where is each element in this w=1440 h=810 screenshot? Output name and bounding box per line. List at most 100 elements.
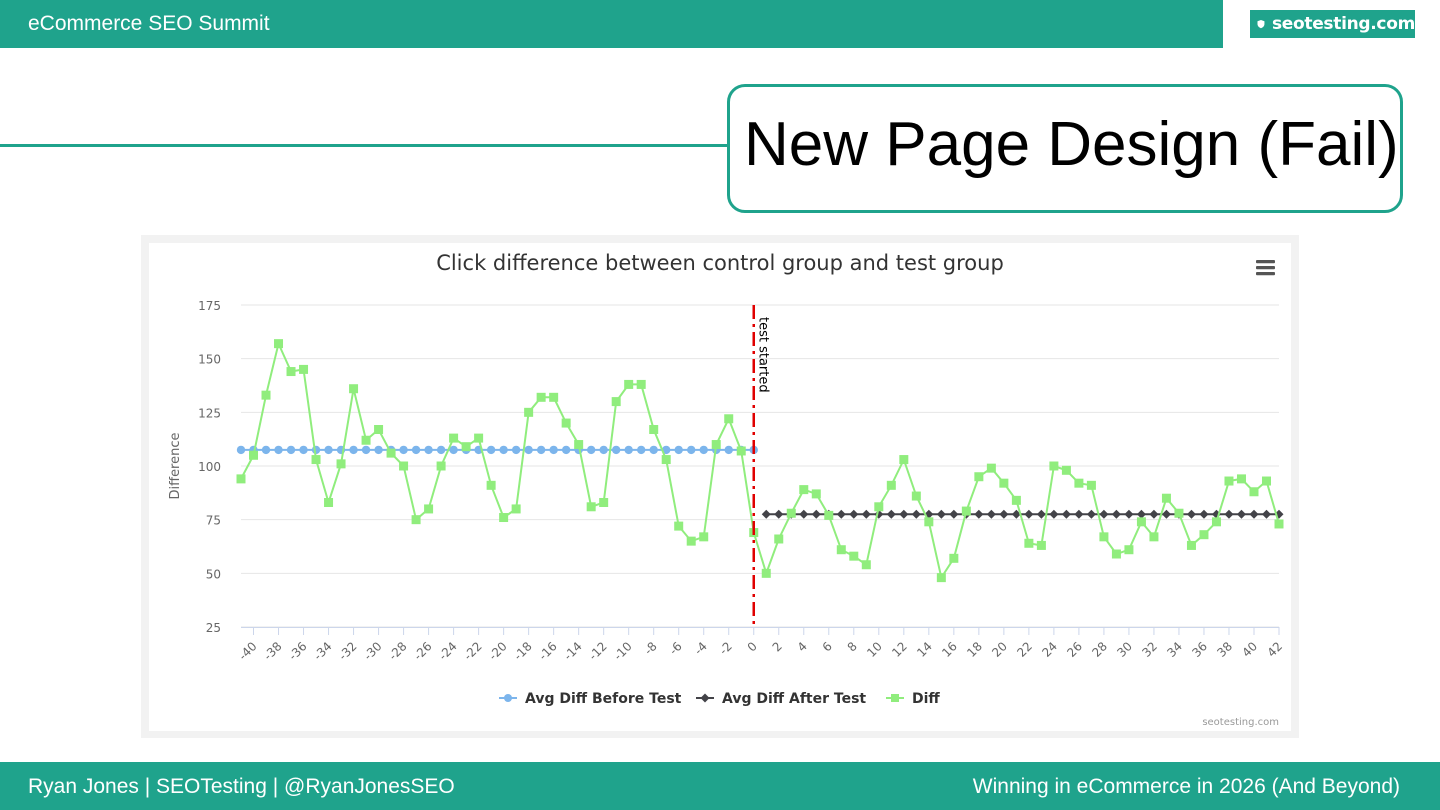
footer-presenter: Ryan Jones | SEOTesting | @RyanJonesSEO xyxy=(28,775,455,798)
seotesting-logo: seotesting.com xyxy=(1250,10,1415,38)
point-diff xyxy=(486,480,496,490)
point-diff xyxy=(349,384,359,394)
point-diff xyxy=(1186,540,1196,550)
x-tick-label: 4 xyxy=(795,639,810,654)
x-tick-label: -10 xyxy=(611,639,635,663)
point-diff xyxy=(286,367,296,377)
point-diff xyxy=(686,536,696,546)
header-bar: eCommerce SEO Summit xyxy=(0,0,1223,48)
point-before xyxy=(524,445,533,455)
point-after xyxy=(949,509,959,519)
point-diff xyxy=(1261,476,1271,486)
x-tick-label: -28 xyxy=(386,639,410,663)
chart-container: Click difference between control group a… xyxy=(149,243,1291,731)
point-before xyxy=(286,445,296,455)
x-tick-label: -32 xyxy=(336,639,360,663)
point-before xyxy=(586,445,596,455)
point-diff xyxy=(1149,532,1159,542)
point-diff xyxy=(511,504,521,514)
point-after xyxy=(1186,509,1196,519)
point-diff xyxy=(1249,487,1259,497)
point-diff xyxy=(661,455,671,465)
point-diff xyxy=(961,506,971,516)
point-diff xyxy=(861,560,871,570)
legend-marker xyxy=(504,694,512,702)
point-diff xyxy=(636,379,646,389)
point-after xyxy=(899,509,909,519)
point-diff xyxy=(449,433,459,443)
point-diff xyxy=(624,379,634,389)
point-diff xyxy=(1174,508,1184,518)
x-tick-label: 16 xyxy=(939,639,960,660)
point-after xyxy=(1111,509,1121,519)
x-tick-label: 14 xyxy=(914,639,935,660)
point-diff xyxy=(1074,478,1084,488)
point-after xyxy=(1049,509,1059,519)
x-tick-label: 28 xyxy=(1089,639,1110,660)
x-tick-label: 18 xyxy=(964,639,985,660)
y-tick-label: 100 xyxy=(198,460,221,474)
point-diff xyxy=(1161,493,1171,503)
footer-talk-title: Winning in eCommerce in 2026 (And Beyond… xyxy=(972,775,1400,798)
point-diff xyxy=(924,517,934,527)
point-after xyxy=(799,509,809,519)
logo-text: seotesting.com xyxy=(1271,14,1415,34)
point-after xyxy=(849,509,859,519)
point-diff xyxy=(299,364,309,374)
point-after xyxy=(911,509,921,519)
point-diff xyxy=(561,418,571,428)
point-before xyxy=(274,445,283,455)
point-diff xyxy=(424,504,434,514)
point-after xyxy=(761,509,771,519)
x-tick-label: -18 xyxy=(511,639,535,663)
point-after xyxy=(861,509,871,519)
point-after xyxy=(974,509,984,519)
point-diff xyxy=(611,397,621,407)
point-before xyxy=(324,445,333,455)
point-before xyxy=(687,445,696,455)
point-diff xyxy=(411,515,421,525)
point-diff xyxy=(811,489,821,499)
hamburger-icon[interactable] xyxy=(1256,260,1275,276)
legend-item[interactable]: Avg Diff After Test xyxy=(696,691,866,707)
slide-title-box: New Page Design (Fail) xyxy=(727,84,1403,213)
x-tick-label: 12 xyxy=(889,639,910,660)
line-chart: Click difference between control group a… xyxy=(168,251,1285,728)
point-after xyxy=(936,509,946,519)
legend-item[interactable]: Diff xyxy=(886,691,940,707)
point-diff xyxy=(599,497,609,507)
legend-label: Avg Diff After Test xyxy=(722,691,866,707)
point-diff xyxy=(1224,476,1234,486)
point-before xyxy=(611,445,621,455)
x-tick-label: -26 xyxy=(411,639,435,663)
shield-icon xyxy=(1257,20,1265,29)
point-diff xyxy=(336,459,346,469)
x-tick-label: -2 xyxy=(716,639,734,657)
point-diff xyxy=(574,440,584,450)
x-tick-label: 38 xyxy=(1214,639,1235,660)
point-diff xyxy=(261,390,271,400)
point-diff xyxy=(1099,532,1109,542)
point-diff xyxy=(736,446,746,456)
point-diff xyxy=(711,440,721,450)
point-diff xyxy=(974,472,984,482)
point-before xyxy=(449,445,458,455)
point-diff xyxy=(1136,517,1146,527)
x-tick-label: -16 xyxy=(536,639,560,663)
point-after xyxy=(1036,509,1046,519)
point-diff xyxy=(524,407,534,417)
point-diff xyxy=(361,435,371,445)
point-after xyxy=(1099,509,1109,519)
point-diff xyxy=(786,508,796,518)
point-diff xyxy=(386,448,396,458)
x-tick-label: 2 xyxy=(770,639,785,654)
point-diff xyxy=(886,480,896,490)
point-after xyxy=(1011,509,1021,519)
point-diff xyxy=(1199,530,1209,540)
point-before xyxy=(486,445,496,455)
point-diff xyxy=(949,553,959,563)
point-diff xyxy=(1036,540,1046,550)
point-diff xyxy=(761,568,771,578)
point-after xyxy=(886,509,896,519)
legend-item[interactable]: Avg Diff Before Test xyxy=(499,691,682,707)
